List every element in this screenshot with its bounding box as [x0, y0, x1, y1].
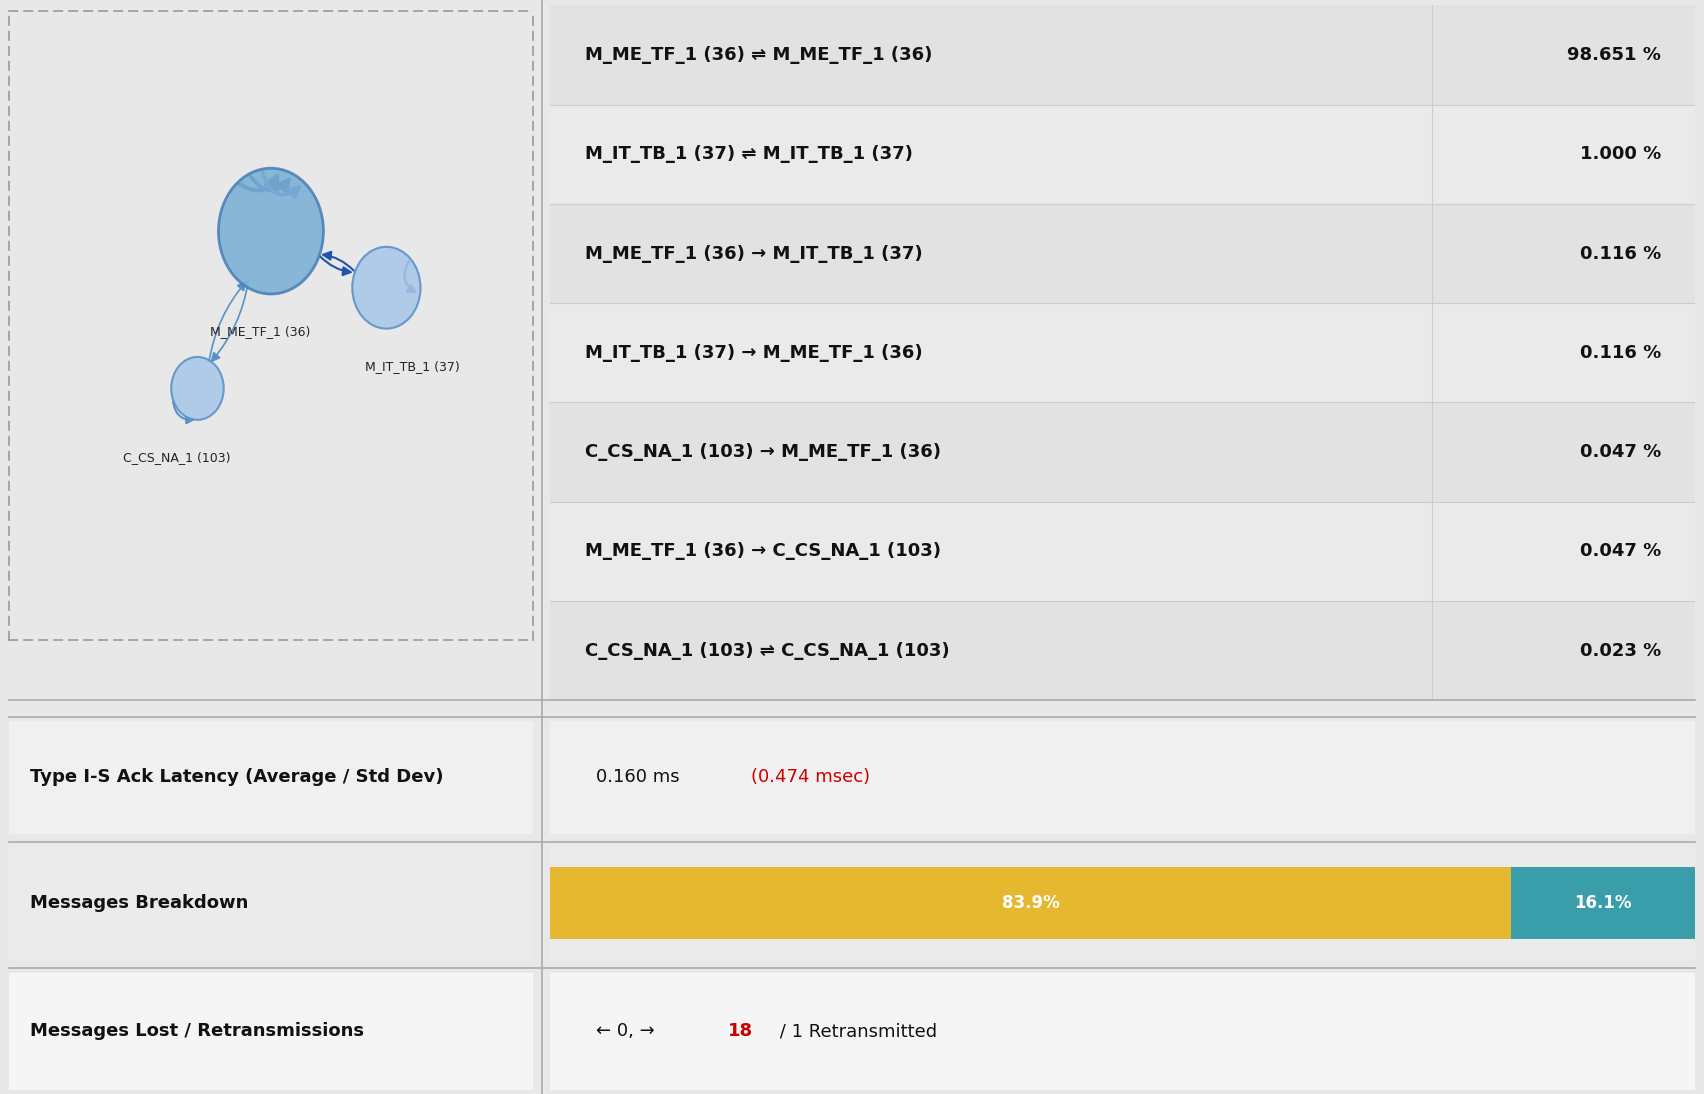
- FancyArrowPatch shape: [324, 252, 354, 270]
- Text: (0.474 msec): (0.474 msec): [751, 768, 871, 787]
- Text: Type I-S Ack Latency (Average / Std Dev): Type I-S Ack Latency (Average / Std Dev): [29, 768, 443, 787]
- FancyArrowPatch shape: [240, 176, 278, 190]
- Text: 0.116 %: 0.116 %: [1580, 245, 1661, 263]
- Text: 18: 18: [728, 1022, 753, 1040]
- Text: 1.000 %: 1.000 %: [1580, 146, 1661, 163]
- Text: M_IT_TB_1 (37): M_IT_TB_1 (37): [365, 360, 460, 373]
- FancyArrowPatch shape: [404, 261, 416, 292]
- FancyArrowPatch shape: [211, 281, 249, 361]
- Text: 98.651 %: 98.651 %: [1568, 46, 1661, 65]
- Text: 0.047 %: 0.047 %: [1580, 443, 1661, 461]
- FancyArrowPatch shape: [210, 282, 245, 362]
- Circle shape: [170, 357, 223, 420]
- Text: 0.160 ms: 0.160 ms: [596, 768, 685, 787]
- Circle shape: [218, 168, 324, 294]
- Text: M_IT_TB_1 (37) → M_ME_TF_1 (36): M_IT_TB_1 (37) → M_ME_TF_1 (36): [584, 344, 922, 362]
- Text: 0.047 %: 0.047 %: [1580, 543, 1661, 560]
- Text: M_IT_TB_1 (37) ⇌ M_IT_TB_1 (37): M_IT_TB_1 (37) ⇌ M_IT_TB_1 (37): [584, 146, 913, 163]
- Text: Messages Lost / Retransmissions: Messages Lost / Retransmissions: [29, 1022, 363, 1040]
- Text: C_CS_NA_1 (103) ⇌ C_CS_NA_1 (103): C_CS_NA_1 (103) ⇌ C_CS_NA_1 (103): [584, 641, 949, 660]
- Circle shape: [353, 247, 421, 328]
- FancyArrowPatch shape: [262, 172, 300, 197]
- FancyArrowPatch shape: [320, 256, 351, 275]
- Text: M_ME_TF_1 (36): M_ME_TF_1 (36): [210, 325, 310, 338]
- Text: C_CS_NA_1 (103) → M_ME_TF_1 (36): C_CS_NA_1 (103) → M_ME_TF_1 (36): [584, 443, 941, 461]
- Text: 0.116 %: 0.116 %: [1580, 344, 1661, 362]
- Bar: [550, 5, 1695, 105]
- Bar: [550, 105, 1695, 203]
- Bar: [1511, 868, 1695, 939]
- Bar: [550, 303, 1695, 403]
- FancyArrowPatch shape: [250, 176, 290, 191]
- Text: C_CS_NA_1 (103): C_CS_NA_1 (103): [123, 451, 230, 464]
- Text: Messages Breakdown: Messages Breakdown: [29, 894, 247, 912]
- Text: Type ID Transitions: Type ID Transitions: [22, 30, 290, 54]
- Text: 0.023 %: 0.023 %: [1580, 641, 1661, 660]
- Bar: [550, 502, 1695, 601]
- Text: M_ME_TF_1 (36) → C_CS_NA_1 (103): M_ME_TF_1 (36) → C_CS_NA_1 (103): [584, 543, 941, 560]
- Bar: [550, 203, 1695, 303]
- Text: / 1 Retransmitted: / 1 Retransmitted: [774, 1022, 937, 1040]
- Bar: [550, 601, 1695, 700]
- Text: ← 0, →: ← 0, →: [596, 1022, 661, 1040]
- Bar: [550, 868, 1511, 939]
- FancyArrowPatch shape: [174, 401, 193, 423]
- Bar: [550, 403, 1695, 502]
- Text: M_ME_TF_1 (36) → M_IT_TB_1 (37): M_ME_TF_1 (36) → M_IT_TB_1 (37): [584, 245, 922, 263]
- Text: 16.1%: 16.1%: [1574, 894, 1632, 912]
- Text: 83.9%: 83.9%: [1002, 894, 1060, 912]
- Text: M_ME_TF_1 (36) ⇌ M_ME_TF_1 (36): M_ME_TF_1 (36) ⇌ M_ME_TF_1 (36): [584, 46, 932, 65]
